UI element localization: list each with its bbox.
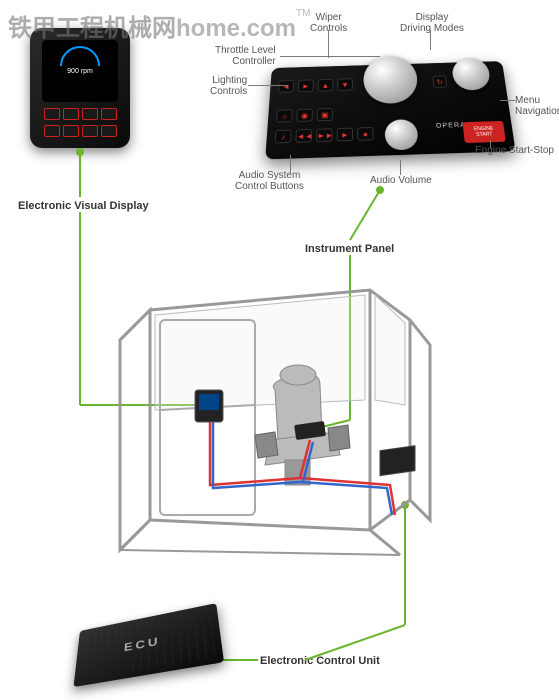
engine-start-btn: ENGINESTART xyxy=(463,121,506,143)
display-btn xyxy=(44,125,60,137)
callout-line xyxy=(500,100,515,101)
callout-line xyxy=(290,155,291,173)
engine-label: Engine Start-Stop xyxy=(475,145,554,156)
ecu-body: ECU xyxy=(73,603,224,687)
panel-btn-icon: ♪ xyxy=(275,130,292,144)
panel-btn-icon: ► xyxy=(298,79,314,92)
volume-knob xyxy=(384,119,418,151)
opera-brand: OPERA xyxy=(436,122,467,130)
panel-btn-icon: ▣ xyxy=(317,108,333,121)
gauge-icon xyxy=(60,46,100,66)
display-btn xyxy=(101,108,117,120)
display-btn xyxy=(44,108,60,120)
panel-btn-icon: ☼ xyxy=(276,109,293,122)
lighting-label: LightingControls xyxy=(210,75,247,97)
ecu-label: Electronic Control Unit xyxy=(260,655,380,667)
driving-label: DisplayDriving Modes xyxy=(400,12,464,34)
display-screen: 900 rpm xyxy=(42,40,118,102)
panel-btn-icon: ● xyxy=(357,127,374,141)
panel-btn-icon: ↻ xyxy=(432,75,447,87)
display-buttons xyxy=(42,108,118,138)
watermark: 铁甲工程机械网home.comTM xyxy=(8,8,310,43)
display-btn xyxy=(82,125,98,137)
callout-line xyxy=(430,30,431,50)
callout-line xyxy=(400,160,401,175)
instrument-label: Instrument Panel xyxy=(305,243,394,255)
display-btn xyxy=(63,125,79,137)
display-btn xyxy=(101,125,117,137)
cabin-svg xyxy=(100,260,450,590)
cabin xyxy=(100,260,450,590)
display-btn xyxy=(63,108,79,120)
menu-label: MenuNavigation xyxy=(515,95,559,117)
callout-line xyxy=(248,85,288,86)
panel-btn-icon: ▼ xyxy=(337,78,353,91)
audio-vol-label: Audio Volume xyxy=(370,175,432,186)
panel-btn-icon: ◉ xyxy=(296,109,313,122)
display-device: 900 rpm xyxy=(30,28,130,148)
panel-btn-icon: ◄ xyxy=(278,80,294,93)
throttle-knob xyxy=(363,55,418,104)
callout-line xyxy=(280,56,380,57)
display-label: Electronic Visual Display xyxy=(18,200,149,212)
throttle-label: Throttle LevelController xyxy=(215,45,276,67)
panel-btn-icon: ► xyxy=(337,128,354,142)
ecu-device: ECU xyxy=(70,610,220,680)
audio-btn-label: Audio SystemControl Buttons xyxy=(235,170,304,192)
panel-btn-icon: ►► xyxy=(316,128,333,142)
watermark-tm: TM xyxy=(296,8,310,19)
panel-btn-icon: ◄◄ xyxy=(295,129,312,143)
display-btn xyxy=(82,108,98,120)
panel-btn-icon: ▲ xyxy=(317,79,333,92)
watermark-cn: 铁甲工程机械网 xyxy=(8,15,176,42)
watermark-suffix: home.com xyxy=(176,15,296,42)
callout-line xyxy=(490,140,491,148)
menu-knob xyxy=(451,57,492,90)
rpm-text: 900 rpm xyxy=(46,68,114,75)
screen-content: 900 rpm xyxy=(42,40,118,79)
callout-line xyxy=(328,30,329,58)
